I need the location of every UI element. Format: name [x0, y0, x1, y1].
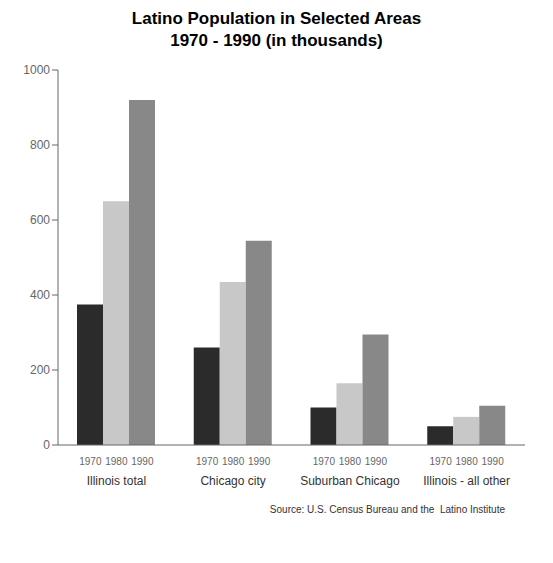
- svg-text:1980: 1980: [339, 456, 362, 467]
- html-text:Source: U.S. Census Bureau and: Source: U.S. Census Bureau and the Latin…: [269, 504, 505, 515]
- html-text:Latino Population in Selected: Latino Population in Selected Areas: [131, 9, 422, 28]
- svg-text:1980: 1980: [222, 456, 245, 467]
- svg-text:1970: 1970: [79, 456, 102, 467]
- svg-text:1990: 1990: [482, 456, 505, 467]
- svg-text:Suburban Chicago: Suburban Chicago: [300, 474, 400, 488]
- svg-text:1980: 1980: [456, 456, 479, 467]
- svg-text:1970: 1970: [430, 456, 453, 467]
- svg-text:400: 400: [30, 288, 50, 302]
- svg-text:1990: 1990: [248, 456, 271, 467]
- svg-text:1970: 1970: [196, 456, 219, 467]
- svg-text:Chicago city: Chicago city: [200, 474, 265, 488]
- svg-text:200: 200: [30, 363, 50, 377]
- svg-text:1990: 1990: [365, 456, 388, 467]
- html-text:1970 - 1990 (in thousands): 1970 - 1990 (in thousands): [170, 31, 383, 50]
- svg-text:Illinois - all other: Illinois - all other: [423, 474, 510, 488]
- svg-text:1970: 1970: [313, 456, 336, 467]
- svg-text:1990: 1990: [131, 456, 154, 467]
- svg-text:600: 600: [30, 213, 50, 227]
- svg-text:0: 0: [43, 438, 50, 452]
- svg-text:800: 800: [30, 138, 50, 152]
- svg-text:1000: 1000: [23, 63, 50, 77]
- svg-text:1980: 1980: [105, 456, 128, 467]
- svg-text:Illinois total: Illinois total: [87, 474, 146, 488]
